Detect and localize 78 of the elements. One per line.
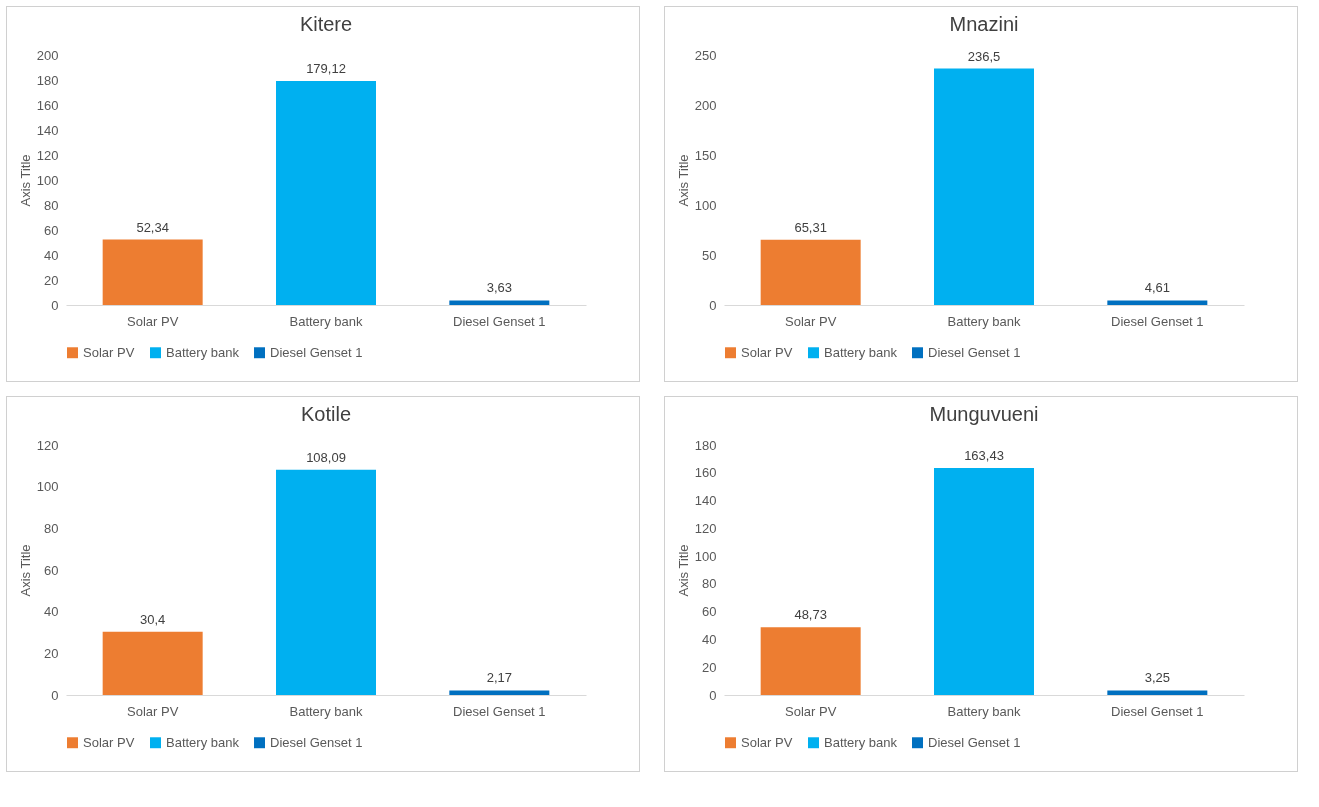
y-tick-label: 200: [36, 47, 59, 63]
y-tick-label: 180: [36, 72, 59, 88]
x-tick-label: Battery bank: [289, 703, 363, 719]
x-tick-label: Battery bank: [947, 703, 1021, 719]
y-tick-label: 60: [44, 222, 59, 238]
y-tick-label: 100: [694, 197, 717, 213]
x-tick-label: Solar PV: [785, 703, 837, 719]
y-tick-label: 60: [44, 562, 59, 578]
y-tick-label: 120: [694, 520, 717, 536]
x-tick-label: Solar PV: [785, 313, 837, 329]
y-tick-label: 160: [36, 97, 59, 113]
y-tick-label: 80: [44, 520, 59, 536]
y-tick-label: 50: [702, 247, 717, 263]
y-tick-label: 140: [694, 493, 717, 509]
legend-label: Diesel Genset 1: [270, 734, 363, 750]
y-tick-label: 250: [694, 47, 717, 63]
y-tick-label: 20: [44, 645, 59, 661]
y-tick-label: 0: [709, 297, 717, 313]
y-tick-label: 0: [51, 297, 59, 313]
y-tick-label: 100: [36, 479, 59, 495]
data-label: 108,09: [306, 449, 346, 465]
y-tick-label: 100: [694, 548, 717, 564]
legend-label: Battery bank: [824, 734, 898, 750]
legend-label: Solar PV: [83, 344, 135, 360]
y-tick-label: 180: [694, 437, 717, 453]
y-tick-label: 200: [694, 97, 717, 113]
chart-title: Munguvueni: [929, 403, 1039, 425]
y-tick-label: 80: [44, 197, 59, 213]
legend-label: Battery bank: [166, 734, 240, 750]
y-axis-title: Axis Title: [675, 154, 691, 207]
x-tick-label: Diesel Genset 1: [1111, 703, 1204, 719]
y-tick-label: 120: [36, 437, 59, 453]
x-tick-label: Battery bank: [947, 313, 1021, 329]
data-label: 3,25: [1144, 670, 1170, 686]
legend-label: Solar PV: [83, 734, 135, 750]
y-tick-label: 40: [702, 631, 717, 647]
data-label: 163,43: [964, 448, 1004, 464]
data-label: 30,4: [140, 611, 166, 627]
y-tick-label: 20: [702, 659, 717, 675]
legend-label: Solar PV: [741, 734, 793, 750]
y-axis-title: Axis Title: [675, 544, 691, 597]
x-tick-label: Diesel Genset 1: [1111, 313, 1204, 329]
data-label: 52,34: [136, 219, 169, 235]
data-label: 179,12: [306, 61, 346, 77]
data-label: 48,73: [794, 607, 827, 623]
y-tick-label: 20: [44, 272, 59, 288]
data-label: 236,5: [967, 48, 1001, 64]
y-tick-label: 0: [51, 687, 59, 703]
y-tick-label: 40: [44, 247, 59, 263]
legend-label: Diesel Genset 1: [928, 344, 1021, 360]
legend-label: Diesel Genset 1: [270, 344, 363, 360]
x-tick-label: Battery bank: [289, 313, 363, 329]
y-tick-label: 60: [702, 604, 717, 620]
legend-label: Battery bank: [166, 344, 240, 360]
data-label: 2,17: [486, 670, 512, 686]
y-tick-label: 0: [709, 687, 717, 703]
legend-label: Solar PV: [741, 344, 793, 360]
data-label: 4,61: [1144, 280, 1170, 296]
legend-label: Diesel Genset 1: [928, 734, 1021, 750]
y-axis-title: Axis Title: [17, 544, 33, 597]
chart-title: Kitere: [299, 13, 353, 35]
y-axis-title: Axis Title: [17, 154, 33, 207]
x-tick-label: Solar PV: [127, 703, 179, 719]
x-tick-label: Diesel Genset 1: [453, 313, 546, 329]
chart-title: Mnazini: [949, 13, 1019, 35]
y-tick-label: 140: [36, 122, 59, 138]
legend-label: Battery bank: [824, 344, 898, 360]
x-tick-label: Diesel Genset 1: [453, 703, 546, 719]
data-label: 65,31: [794, 219, 827, 235]
y-tick-label: 40: [44, 604, 59, 620]
y-tick-label: 120: [36, 147, 59, 163]
y-tick-label: 80: [702, 576, 717, 592]
y-tick-label: 100: [36, 172, 59, 188]
y-tick-label: 150: [694, 147, 717, 163]
y-tick-label: 160: [694, 465, 717, 481]
x-tick-label: Solar PV: [127, 313, 179, 329]
chart-title: Kotile: [300, 403, 352, 425]
data-label: 3,63: [486, 280, 512, 296]
